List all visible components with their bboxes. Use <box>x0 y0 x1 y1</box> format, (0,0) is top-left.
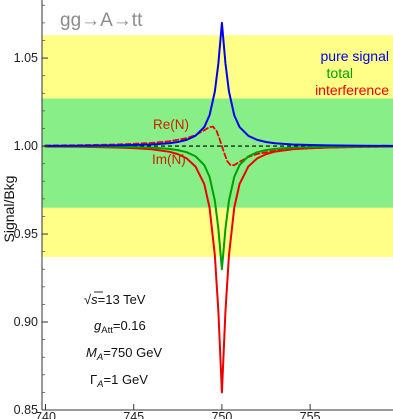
param-mass: MA=750 GeV <box>86 345 162 363</box>
series-group <box>44 21 393 394</box>
x-tick-label: 745 <box>123 410 144 419</box>
legend-entry-total: total <box>327 65 353 81</box>
param-coupling: gAtt=0.16 <box>94 318 146 336</box>
param-width: ΓA=1 GeV <box>90 372 148 390</box>
x-tick-label: 740 <box>35 410 56 419</box>
series-pure-signal <box>44 21 393 147</box>
y-tick-label: 1.05 <box>14 51 38 65</box>
y-tick-label: 0.95 <box>14 227 38 241</box>
legend-entry-interference: interference <box>315 82 389 98</box>
legend-entry-pure-signal: pure signal <box>321 48 390 64</box>
y-axis-title: Signal/Bkg <box>1 176 17 243</box>
legend: pure signal total interference <box>315 48 389 98</box>
y-tick-label: 0.90 <box>14 315 38 329</box>
axis-ticks: 0.850.900.951.001.057407457507557 <box>14 4 321 419</box>
y-tick-label: 0.85 <box>14 403 38 417</box>
chart-title: gg→A→tt <box>60 10 143 31</box>
plot-frame <box>41 0 393 411</box>
x-tick-label: 750 <box>211 410 232 419</box>
series-im-n <box>44 145 393 394</box>
band-inner <box>42 98 393 208</box>
annotation-im-n: Im(N) <box>152 152 186 167</box>
x-tick-label: 755 <box>300 410 321 419</box>
parameter-box: √s=13 TeV gAtt=0.16 MA=750 GeV ΓA=1 GeV <box>84 291 162 390</box>
param-sqrt-s: √s=13 TeV <box>84 292 146 307</box>
series-total <box>44 145 393 271</box>
annotation-re-n: Re(N) <box>153 117 189 132</box>
y-tick-label: 1.00 <box>14 139 38 153</box>
